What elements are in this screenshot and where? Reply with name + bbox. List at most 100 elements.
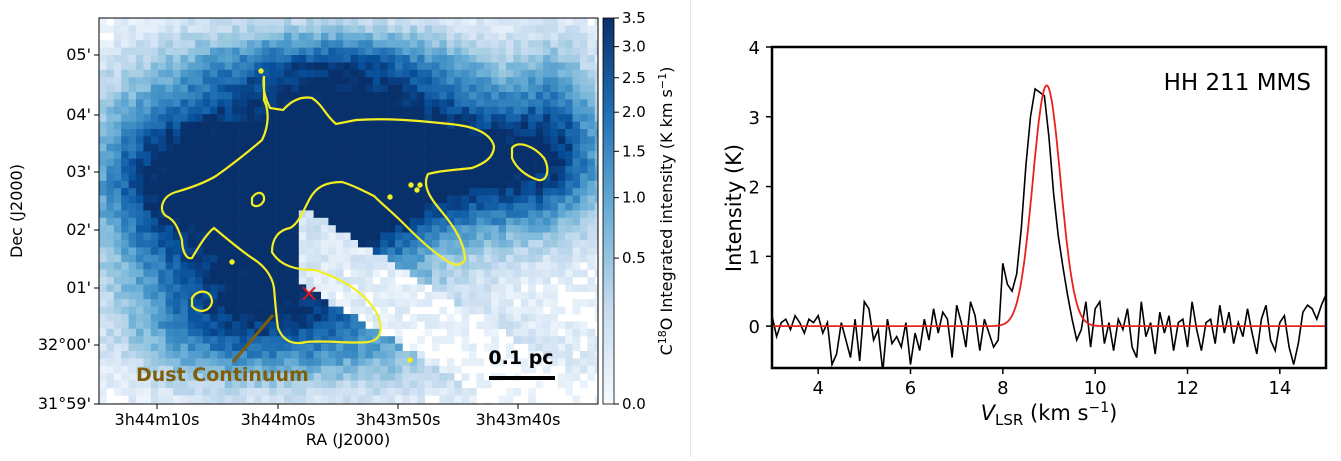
map-pixel: [557, 351, 566, 359]
map-pixel: [594, 188, 598, 196]
map-pixel: [565, 269, 573, 278]
map-pixel: [202, 395, 211, 404]
map-pixel: [446, 203, 455, 211]
map-pixel: [136, 99, 144, 108]
map-pixel: [565, 77, 573, 85]
map-pixel: [454, 62, 462, 71]
map-pixel: [439, 395, 448, 404]
map-pixel: [358, 25, 366, 34]
map-pixel: [587, 143, 596, 152]
map-x-tick-label: 3h43m40s: [476, 410, 561, 429]
map-pixel: [580, 158, 588, 167]
map-pixel: [572, 328, 581, 337]
map-pixel: [136, 210, 144, 219]
map-pixel: [387, 395, 396, 404]
map-pixel: [165, 365, 174, 374]
map-pixel: [594, 299, 598, 307]
map-pixel: [417, 358, 425, 367]
map-pixel: [217, 351, 226, 359]
map-pixel: [372, 328, 381, 337]
map-pixel: [254, 365, 263, 374]
map-pixel: [187, 47, 196, 56]
map-pixel: [335, 262, 344, 270]
map-pixel: [372, 129, 381, 137]
map-pixel: [217, 84, 226, 93]
map-pixel: [483, 55, 492, 63]
map-pixel: [298, 195, 307, 204]
map-pixel: [239, 306, 248, 315]
map-pixel: [195, 25, 203, 34]
spectrum-y-tick-label: 4: [749, 38, 760, 59]
map-pixel: [180, 92, 189, 100]
map-pixel: [476, 166, 485, 174]
map-pixel: [269, 232, 277, 241]
map-x-axis-label: RA (J2000): [306, 430, 390, 449]
map-pixel: [528, 121, 536, 130]
map-pixel: [358, 158, 366, 167]
map-pixel: [432, 247, 440, 256]
map-pixel: [358, 217, 366, 226]
map-pixel: [439, 269, 448, 278]
map-pixel: [550, 92, 559, 100]
map-pixel: [580, 180, 588, 189]
map-pixel: [261, 210, 270, 219]
map-pixel: [380, 225, 388, 233]
map-pixel: [254, 129, 263, 137]
map-pixel: [491, 32, 499, 41]
map-pixel: [550, 114, 559, 122]
map-pixel: [535, 232, 544, 241]
map-pixel: [476, 18, 485, 26]
map-pixel: [483, 114, 492, 122]
map-pixel: [483, 291, 492, 300]
map-pixel: [165, 395, 174, 404]
map-pixel: [232, 380, 240, 389]
map-pixel: [121, 25, 129, 34]
map-pixel: [520, 84, 529, 93]
map-pixel: [343, 358, 351, 367]
map-pixel: [210, 62, 218, 71]
map-pixel: [187, 395, 196, 404]
map-pixel: [372, 84, 381, 93]
map-pixel: [165, 269, 174, 278]
map-pixel: [483, 151, 492, 159]
map-pixel: [128, 380, 137, 389]
map-pixel: [550, 129, 559, 137]
map-pixel: [372, 225, 381, 233]
map-pixel: [461, 291, 470, 300]
map-pixel: [535, 166, 544, 174]
map-pixel: [402, 373, 411, 381]
map-pixel: [335, 151, 344, 159]
map-pixel: [409, 106, 418, 115]
map-pixel: [395, 151, 403, 159]
map-pixel: [150, 129, 159, 137]
map-pixel: [121, 380, 129, 389]
map-pixel: [173, 92, 181, 100]
map-pixel: [150, 25, 159, 34]
map-pixel: [247, 180, 255, 189]
map-pixel: [202, 55, 211, 63]
map-pixel: [454, 203, 462, 211]
map-pixel: [358, 254, 366, 263]
map-pixel: [358, 84, 366, 93]
map-pixel: [572, 84, 581, 93]
map-pixel: [520, 232, 529, 241]
map-pixel: [106, 203, 115, 211]
map-pixel: [557, 269, 566, 278]
map-pixel: [99, 84, 107, 93]
map-pixel: [506, 321, 514, 330]
map-pixel: [269, 395, 277, 404]
map-pixel: [387, 232, 396, 241]
map-pixel: [409, 217, 418, 226]
map-pixel: [387, 321, 396, 330]
map-pixel: [432, 143, 440, 152]
map-pixel: [187, 40, 196, 48]
map-pixel: [136, 225, 144, 233]
map-pixel: [173, 247, 181, 256]
map-pixel: [261, 254, 270, 263]
map-pixel: [276, 247, 285, 256]
map-pixel: [461, 232, 470, 241]
map-pixel: [498, 92, 507, 100]
map-pixel: [254, 92, 263, 100]
map-pixel: [261, 151, 270, 159]
map-pixel: [173, 77, 181, 85]
